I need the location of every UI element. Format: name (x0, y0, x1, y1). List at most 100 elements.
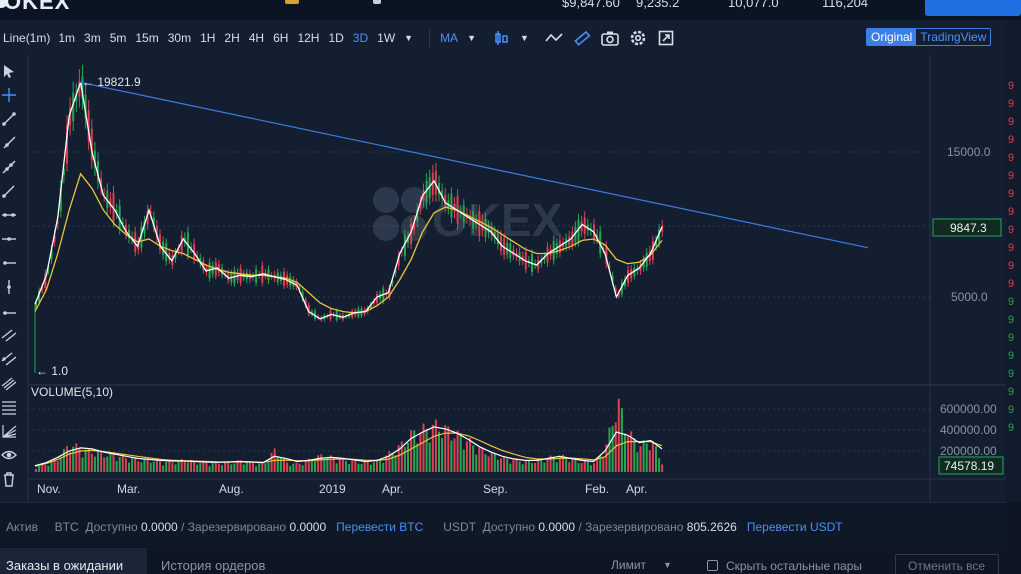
price-line-icon[interactable] (1, 303, 17, 319)
candle-body (97, 160, 99, 182)
tab-order-history[interactable]: История ордеров (161, 558, 266, 573)
interval-3m[interactable]: 3m (84, 30, 101, 45)
transfer-btc-link[interactable]: Перевести BTC (336, 520, 424, 534)
ticker-low: 9,235.2 (636, 0, 680, 10)
volume-bar (558, 455, 561, 472)
extended-line-icon[interactable] (1, 159, 17, 175)
ray-line-icon[interactable] (1, 135, 17, 151)
view-original-button[interactable]: Original (867, 29, 917, 45)
interval-1h[interactable]: 1H (200, 30, 216, 45)
trash-icon[interactable] (1, 471, 17, 487)
candle-body (546, 247, 549, 263)
interval-1w[interactable]: 1W (377, 30, 396, 45)
arrow-line-icon[interactable] (1, 183, 17, 199)
transfer-usdt-link[interactable]: Перевести USDT (746, 520, 843, 534)
candle-body (490, 227, 493, 236)
vertical-line-icon[interactable] (1, 279, 17, 295)
price-chart[interactable]: OKEX ← 19821.9 ← 1.0 VOLUME(5,10) 15000.… (0, 20, 1006, 502)
volume-bar (227, 461, 230, 472)
fib-fan-icon[interactable] (1, 423, 17, 439)
interval-dropdown-caret-icon[interactable]: ▼ (404, 32, 414, 43)
parallel-channel-icon[interactable] (1, 327, 17, 343)
tab-pending-orders[interactable]: Заказы в ожидании (0, 548, 147, 574)
volume-bar (255, 466, 258, 472)
horizontal-line-icon[interactable] (1, 231, 17, 247)
time-label-nov: Nov. (37, 482, 61, 496)
volume-bar (453, 438, 456, 472)
volume-bar (475, 454, 478, 472)
candle-style-caret-icon[interactable]: ▼ (519, 32, 529, 43)
price-channel-icon[interactable] (1, 351, 17, 367)
volume-bar (583, 460, 586, 472)
volume-bar (295, 462, 298, 472)
hide-pairs-checkbox[interactable] (707, 560, 718, 571)
order-book-price: 9 (1008, 350, 1015, 362)
order-book-price: 9 (1008, 224, 1015, 236)
candle-body (428, 177, 431, 199)
candle-body (177, 249, 180, 251)
pitchfork-icon[interactable] (1, 375, 17, 391)
candle-body (109, 198, 112, 208)
horizontal-ray-icon[interactable] (1, 255, 17, 271)
horizontal-segment-icon[interactable] (1, 207, 17, 223)
cursor-arrow-icon[interactable] (1, 63, 17, 79)
interval-6h[interactable]: 6H (273, 30, 289, 45)
order-type-select[interactable]: Лимит (611, 558, 647, 572)
volume-bar (345, 460, 347, 472)
candle-body (149, 211, 152, 214)
order-book-price: 9 (1008, 206, 1015, 218)
volume-bar (248, 461, 251, 472)
candle-body (651, 240, 654, 260)
volume-bar (118, 456, 121, 472)
candle-style-icon[interactable] (492, 29, 510, 47)
interval-12h[interactable]: 12H (297, 30, 320, 45)
volume-bar (165, 461, 168, 472)
volume-bar (143, 458, 146, 472)
interval-4h[interactable]: 4H (248, 30, 265, 45)
interval-3d[interactable]: 3D (352, 30, 369, 45)
indicator-dropdown-caret-icon[interactable]: ▼ (467, 32, 476, 43)
volume-bar (323, 460, 326, 472)
fullscreen-icon[interactable] (657, 29, 675, 47)
tab-pending-label: Заказы в ожидании (6, 558, 124, 573)
header-action-button[interactable] (925, 0, 1021, 16)
volume-bar (137, 461, 140, 472)
volume-bar (115, 461, 118, 472)
camera-icon[interactable] (601, 29, 619, 47)
interval-5m[interactable]: 5m (109, 30, 127, 45)
interval-1d[interactable]: 1D (328, 30, 344, 45)
candle-body (438, 182, 440, 195)
volume-bar (87, 448, 90, 472)
okex-logo[interactable]: OKEX (4, 0, 71, 14)
chart-type-line[interactable]: Line(1m) (3, 30, 51, 45)
indicator-ma[interactable]: MA (440, 30, 459, 45)
volume-bar (407, 443, 409, 472)
crosshair-icon[interactable] (1, 87, 17, 103)
fib-retracement-icon[interactable] (1, 399, 17, 415)
volume-bar (633, 438, 636, 472)
volume-bar (103, 457, 106, 472)
order-type-caret-icon[interactable]: ▼ (663, 560, 672, 570)
interval-15m[interactable]: 15m (135, 30, 159, 45)
trend-line-icon[interactable] (1, 111, 17, 127)
ruler-draw-icon[interactable] (573, 29, 591, 47)
interval-2h[interactable]: 2H (224, 30, 240, 45)
volume-bar (639, 446, 642, 472)
wave-indicator-icon[interactable] (545, 29, 563, 47)
order-book-price: 9 (1008, 242, 1015, 254)
cancel-all-button[interactable]: Отменить все (895, 554, 999, 574)
eye-visibility-icon[interactable] (1, 447, 17, 463)
volume-bar (128, 462, 130, 472)
interval-30m[interactable]: 30m (167, 30, 192, 45)
last-price-box (932, 218, 1002, 237)
interval-1m[interactable]: 1m (58, 30, 76, 45)
trend-line[interactable] (78, 81, 869, 249)
volume-bar (478, 447, 481, 472)
volume-bar (438, 431, 440, 472)
volume-bar (106, 456, 109, 472)
volume-bar (496, 459, 499, 472)
volume-bar (403, 446, 406, 472)
view-tradingview-button[interactable]: TradingView (920, 30, 987, 44)
volume-bar (487, 456, 490, 472)
gear-icon[interactable] (629, 29, 647, 47)
